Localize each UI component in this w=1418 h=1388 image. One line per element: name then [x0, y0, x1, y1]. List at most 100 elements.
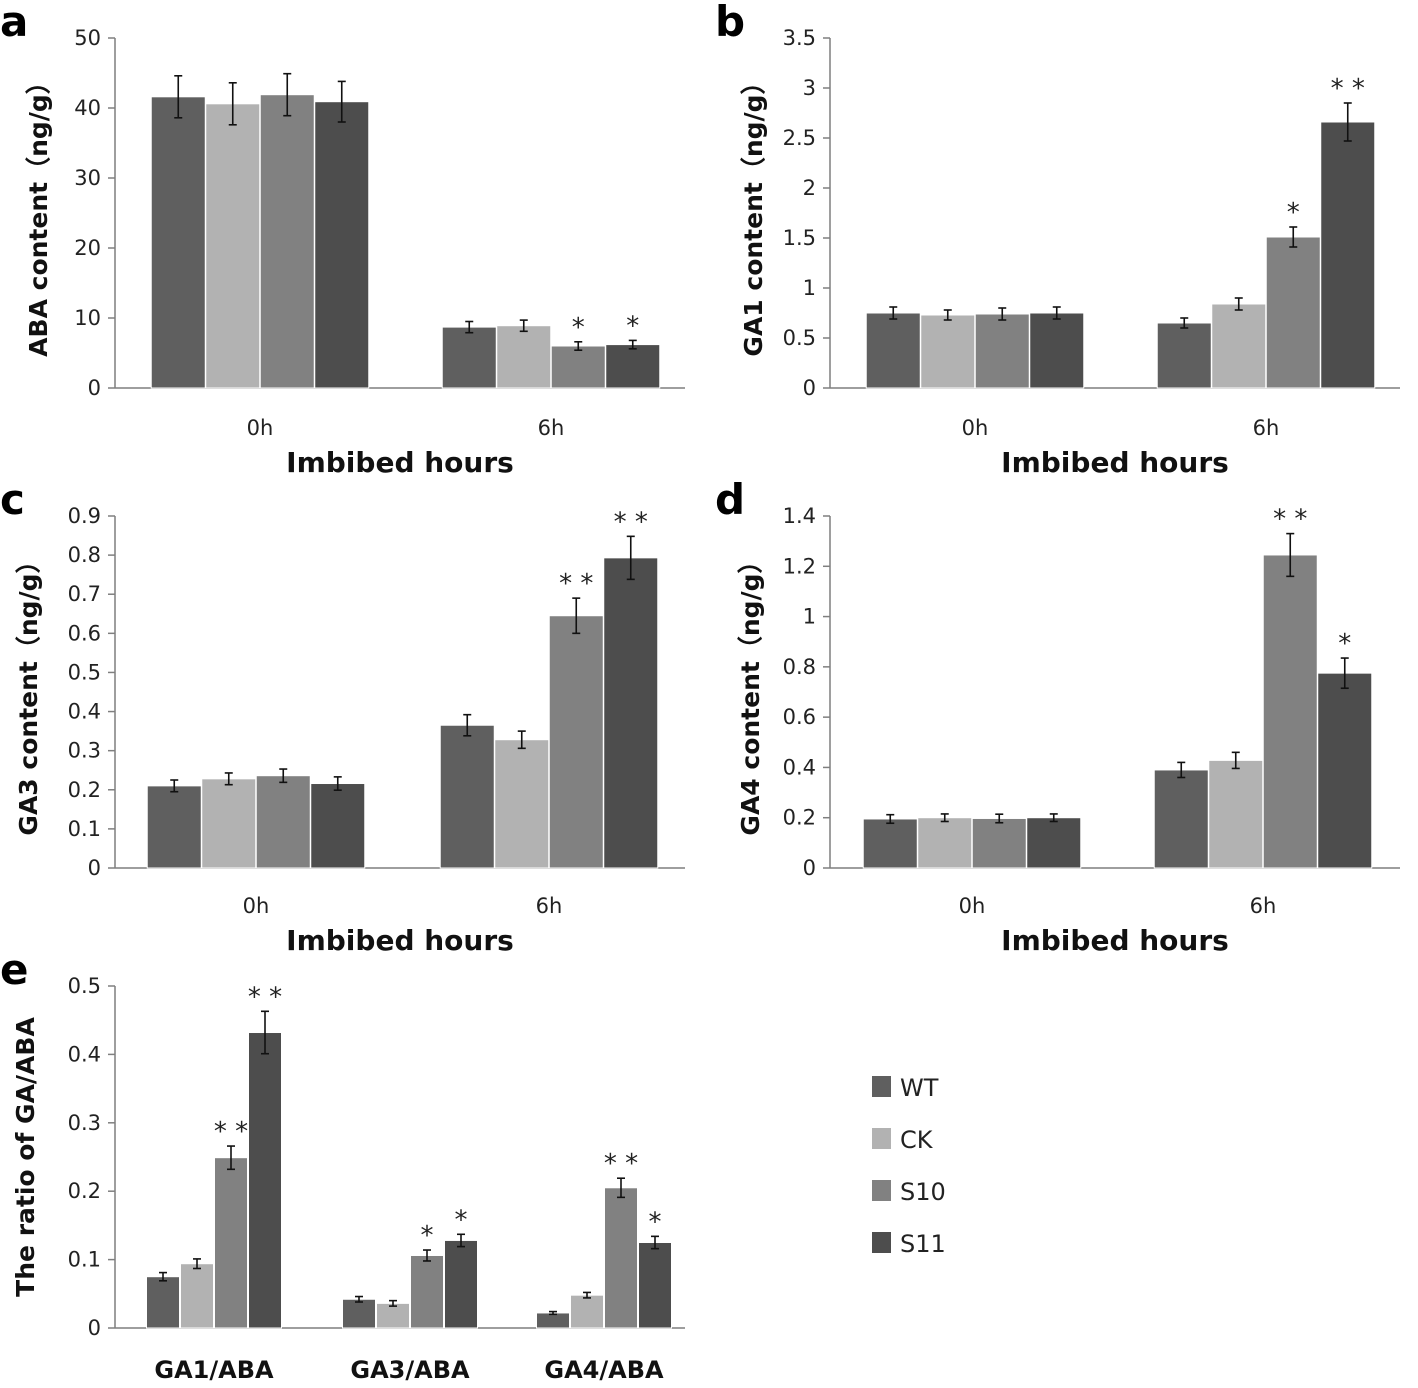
bar-s11 — [605, 344, 661, 389]
bar-wt — [536, 1312, 570, 1329]
bar-wt — [1156, 322, 1212, 389]
y-tick-label: 1 — [803, 605, 816, 629]
x-category-label: 0h — [959, 894, 986, 918]
x-category-label: 0h — [243, 894, 270, 918]
panel-letter: c — [0, 475, 25, 524]
legend-swatch-wt — [872, 1076, 891, 1097]
legend-label: CK — [900, 1126, 934, 1154]
bar-s11 — [314, 101, 370, 389]
x-category-label: GA4/ABA — [544, 1356, 664, 1384]
bar-wt — [441, 326, 497, 389]
bar-ck — [201, 778, 257, 869]
bar-s11 — [310, 783, 366, 869]
y-tick-label: 0.2 — [783, 806, 816, 830]
y-tick-label: 1.4 — [783, 504, 816, 528]
bar-wt — [146, 1276, 180, 1329]
bar-wt — [865, 312, 921, 389]
y-tick-label: 0.9 — [68, 504, 101, 528]
significance-mark: * * — [248, 982, 282, 1012]
legend-swatch-ck — [872, 1128, 891, 1149]
y-axis-label: GA3 content（ng/g） — [14, 548, 43, 835]
y-axis-label: The ratio of GA/ABA — [11, 1017, 40, 1297]
y-tick-label: 0.4 — [68, 700, 101, 724]
x-axis-label: Imbibed hours — [286, 924, 514, 957]
bar-s10 — [604, 1187, 638, 1329]
panel-letter: b — [715, 0, 745, 46]
bar-ck — [917, 817, 973, 869]
y-tick-label: 3.5 — [783, 26, 816, 50]
bar-s11 — [1029, 312, 1085, 389]
bar-ck — [205, 103, 261, 389]
y-tick-label: 1 — [803, 276, 816, 300]
x-category-label: 0h — [962, 416, 989, 440]
y-tick-label: 0 — [88, 856, 101, 880]
significance-mark: * — [421, 1221, 434, 1251]
y-tick-label: 10 — [74, 306, 101, 330]
bar-s10 — [971, 817, 1027, 869]
significance-mark: * — [626, 311, 639, 341]
bar-wt — [439, 724, 495, 869]
significance-mark: * * — [1273, 505, 1307, 535]
y-axis-label: GA1 content（ng/g） — [739, 69, 768, 356]
bar-ck — [920, 314, 976, 389]
bar-ck — [1208, 759, 1264, 869]
x-category-label: 6h — [536, 894, 563, 918]
y-tick-label: 0 — [88, 1316, 101, 1340]
legend-label: WT — [900, 1074, 939, 1102]
y-tick-label: 0.5 — [783, 326, 816, 350]
bar-wt — [1153, 769, 1209, 869]
y-axis-label: ABA content（ng/g） — [24, 69, 53, 357]
panel-c: c 0 0.1 0.2 0.3 0.4 0.5 0.6 0.7 0.8 0.9 GA3 content… — [0, 475, 685, 957]
significance-mark: * * — [614, 507, 648, 537]
significance-mark: * * — [604, 1149, 638, 1179]
panel-letter: d — [715, 475, 745, 524]
y-tick-label: 0.7 — [68, 582, 101, 606]
bar-s11 — [444, 1239, 478, 1329]
significance-mark: * — [649, 1207, 662, 1237]
bar-s10 — [259, 94, 315, 389]
y-tick-label: 0.1 — [68, 817, 101, 841]
y-tick-label: 2 — [803, 176, 816, 200]
significance-mark: * — [572, 313, 585, 343]
y-tick-label: 0.4 — [68, 1042, 101, 1066]
bar-s11 — [638, 1242, 672, 1329]
bar-wt — [150, 96, 206, 389]
bar-ck — [180, 1263, 214, 1329]
bar-wt — [146, 785, 202, 869]
y-tick-label: 0.2 — [68, 1179, 101, 1203]
bar-ck — [570, 1294, 604, 1329]
bar-s11 — [1026, 817, 1082, 869]
legend-swatch-s11 — [872, 1232, 891, 1253]
x-category-label: 6h — [1250, 894, 1277, 918]
panel-e: e 0 0.1 0.2 0.3 0.4 0.5 The ratio of GA/ABA GA1/… — [0, 945, 685, 1384]
panel-letter: a — [0, 0, 28, 46]
x-axis-label: Imbibed hours — [286, 446, 514, 479]
significance-mark: * * — [559, 569, 593, 599]
y-tick-label: 0.8 — [783, 655, 816, 679]
legend: WT CK S10 S11 — [872, 1074, 946, 1258]
x-category-label: 6h — [538, 416, 565, 440]
x-axis-label: Imbibed hours — [1001, 924, 1229, 957]
legend-swatch-s10 — [872, 1180, 891, 1201]
y-tick-label: 0.5 — [68, 974, 101, 998]
y-tick-label: 3 — [803, 76, 816, 100]
bar-ck — [1211, 303, 1267, 389]
panel-a: a 0 10 20 30 40 50 ABA content（ng/g） Imbibed hou… — [0, 0, 685, 479]
x-axis-label: Imbibed hours — [1001, 446, 1229, 479]
bar-s10 — [550, 345, 606, 389]
y-tick-label: 0.5 — [68, 660, 101, 684]
bar-wt — [342, 1298, 376, 1329]
bar-ck — [376, 1302, 410, 1329]
x-category-label: GA1/ABA — [154, 1356, 274, 1384]
bar-s11 — [1320, 121, 1376, 389]
x-category-label: 6h — [1253, 416, 1280, 440]
y-tick-label: 0.2 — [68, 778, 101, 802]
y-tick-label: 0 — [803, 376, 816, 400]
bar-s11 — [1317, 672, 1373, 869]
legend-label: S11 — [900, 1230, 946, 1258]
significance-mark: * — [1338, 629, 1351, 659]
y-tick-label: 2.5 — [783, 126, 816, 150]
bar-wt — [862, 818, 918, 869]
bar-ck — [494, 739, 550, 869]
